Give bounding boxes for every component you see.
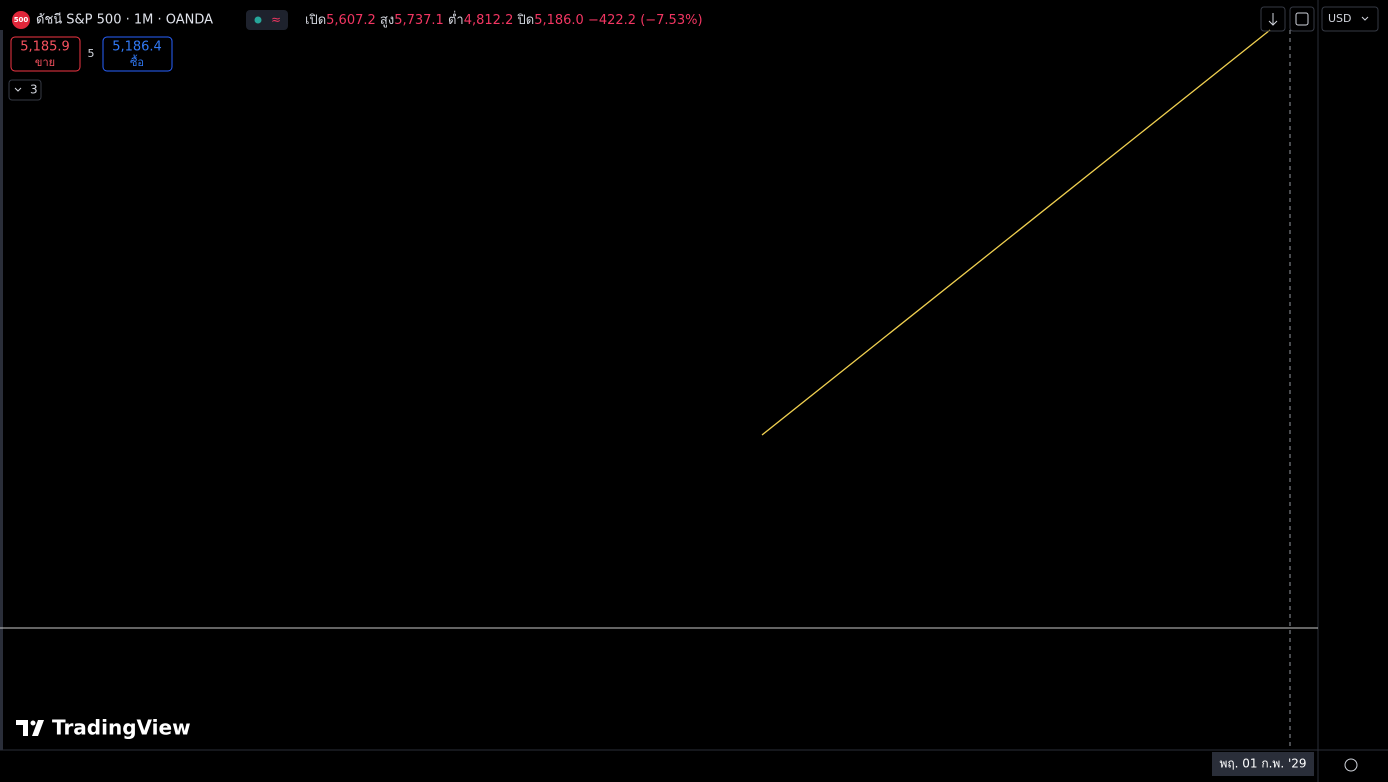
symbol-title[interactable]: ดัชนี S&P 500 · 1M · OANDA (36, 12, 213, 28)
currency-select[interactable] (1321, 6, 1379, 32)
ohlc-value: 5,607.2 (326, 13, 376, 28)
indicators-toggle[interactable] (8, 79, 42, 101)
sell-label: ขาย (35, 56, 55, 69)
arrow-icon (1268, 13, 1278, 26)
status-dot (254, 16, 262, 24)
currency: USD (1328, 12, 1352, 25)
ohlc-label: ปิด (516, 13, 534, 28)
trendline (761, 29, 1271, 436)
buy-label: ซื้อ (130, 54, 144, 69)
buy-price: 5,186.4 (112, 40, 162, 55)
sell-button[interactable] (10, 36, 81, 72)
fullscreen-button[interactable] (1289, 6, 1315, 32)
ohlc-value: 5,186.0 (534, 13, 584, 28)
buy-button[interactable] (102, 36, 173, 72)
ohlc-value: 4,812.2 (464, 13, 514, 28)
cursor-date: พฤ. 01 ก.พ. '29 (1219, 757, 1306, 771)
status-icon: ≈ (271, 13, 281, 27)
brand: TradingView (52, 716, 191, 740)
brand-logo (16, 720, 44, 736)
cursor-date-box (1212, 752, 1314, 776)
ohlc-label: ต่ำ (448, 11, 464, 28)
spread: 5 (88, 47, 95, 60)
left-edge (0, 30, 3, 750)
status-pill[interactable] (246, 10, 288, 30)
symbol-badge (12, 11, 30, 29)
ohlc: เปิด5,607.2 สูง5,737.1 ต่ำ4,812.2 ปิด5,1… (305, 11, 703, 28)
brand-logo-dot (30, 720, 36, 726)
chevron (1361, 16, 1369, 21)
ohlc-label: สูง (380, 13, 394, 28)
sell-price: 5,185.9 (20, 40, 70, 55)
symbol-badge-text: 500 (14, 16, 29, 24)
indicators-count: 3 (30, 83, 38, 97)
fullscreen-icon (1295, 12, 1309, 26)
scroll-button[interactable] (1260, 6, 1286, 32)
ohlc-value: 5,737.1 (394, 13, 444, 28)
chevron (14, 87, 22, 92)
settings-icon[interactable] (1344, 758, 1358, 772)
ohlc-label: เปิด (305, 13, 326, 28)
ohlc-change: −422.2 (−7.53%) (588, 13, 703, 28)
